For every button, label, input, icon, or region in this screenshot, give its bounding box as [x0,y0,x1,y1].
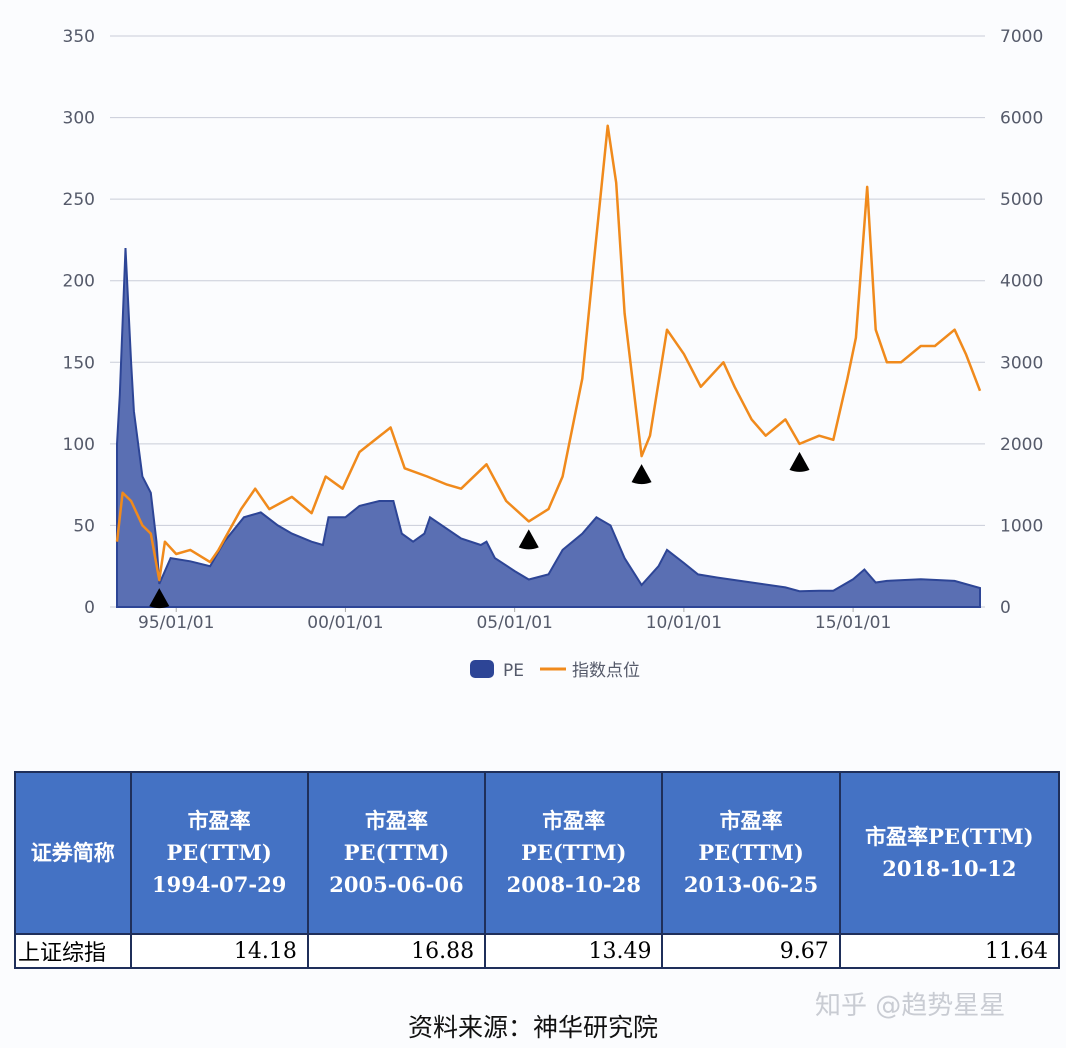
x-tick-label: 05/01/01 [476,613,552,633]
y-left-tick-label: 300 [63,109,95,129]
legend-pe-swatch [470,660,494,678]
table-row: 上证综指 14.18 16.88 13.49 9.67 11.64 [14,933,1061,969]
source-note: 资料来源：神华研究院 [407,1013,658,1042]
bottom-marker-icon [149,588,170,609]
cell: 13.49 [484,933,664,969]
x-tick-label: 15/01/01 [815,613,891,633]
legend-pe-label: PE [503,661,524,681]
bottom-marker-icon [631,464,652,485]
col-header: 市盈率 PE(TTM) 1994-07-29 [129,771,309,935]
y-right-tick-label: 2000 [1000,435,1043,455]
col-header: 市盈率 PE(TTM) 2005-06-06 [306,771,487,935]
y-left-tick-label: 200 [63,272,95,292]
cell: 9.67 [661,933,841,969]
col-header: 市盈率PE(TTM) 2018-10-12 [838,771,1061,935]
col-header: 证券简称 [14,771,132,935]
cell: 上证综指 [14,933,132,969]
cell: 11.64 [838,933,1061,969]
pe-table: 证券简称 市盈率 PE(TTM) 1994-07-29 市盈率 PE(TTM) 2005… [14,771,1061,969]
x-tick-label: 95/01/01 [138,613,214,633]
col-header: 市盈率 PE(TTM) 2008-10-28 [484,771,664,935]
watermark: 知乎 @趋势星星 [815,991,1006,1021]
y-right-tick-label: 5000 [1000,190,1043,210]
legend-index-label: 指数点位 [572,661,640,681]
y-left-tick-label: 0 [84,598,95,618]
y-left-tick-label: 250 [63,190,95,210]
y-left-tick-label: 100 [63,435,95,455]
y-right-tick-label: 4000 [1000,272,1043,292]
x-tick-label: 00/01/01 [307,613,383,633]
y-right-tick-label: 6000 [1000,109,1043,129]
pe-area [116,248,981,608]
pe-index-chart: 0 0 50 1000 100 2000 150 3000 200 4000 250 5000 300 6… [63,27,1044,681]
bottom-marker-icon [518,529,539,550]
y-right-tick-label: 0 [1000,598,1011,618]
y-right-tick-label: 1000 [1000,516,1043,536]
y-left-tick-label: 350 [63,27,95,47]
y-right-tick-label: 3000 [1000,353,1043,373]
bottom-marker-icon [789,451,810,472]
y-right-tick-label: 7000 [1000,27,1043,47]
x-tick-label: 10/01/01 [646,613,722,633]
cell: 16.88 [306,933,487,969]
y-left-tick-label: 150 [63,353,95,373]
cell: 14.18 [129,933,309,969]
col-header: 市盈率 PE(TTM) 2013-06-25 [661,771,841,935]
index-line [115,124,982,582]
y-left-tick-label: 50 [73,516,95,536]
